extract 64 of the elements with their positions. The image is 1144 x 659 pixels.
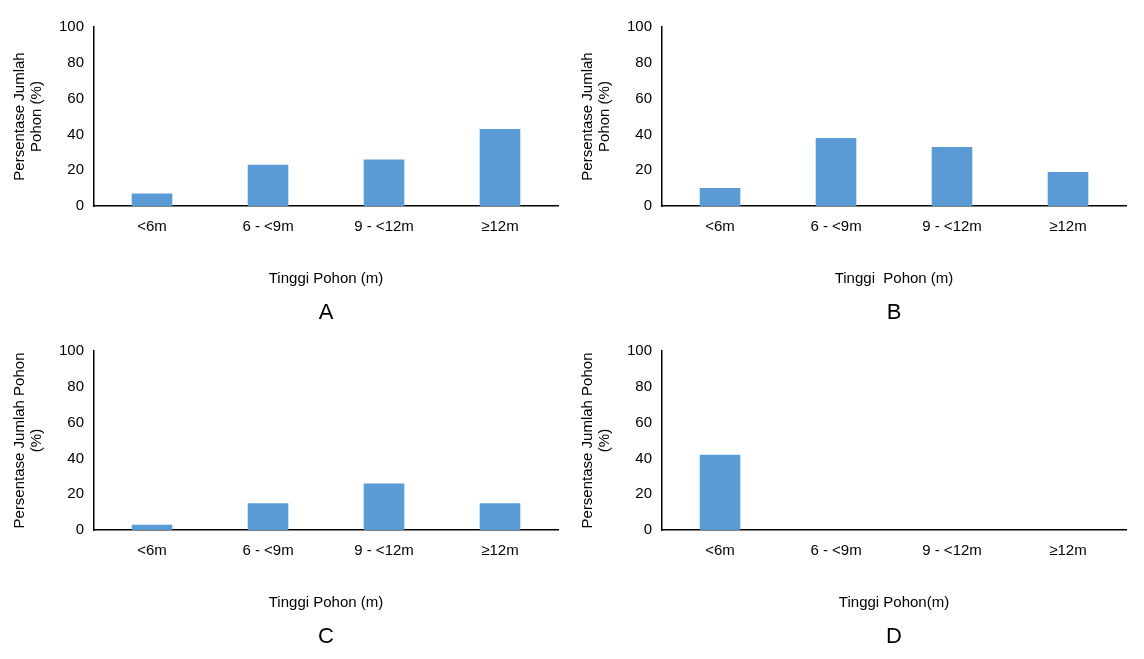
text: C (318, 623, 335, 649)
x-tick-label: <6m (705, 217, 735, 235)
y-tick-label: 40 (67, 124, 85, 142)
y-tick-label: 60 (67, 88, 85, 106)
y-tick-label: 0 (643, 520, 653, 538)
y-tick-label: 20 (67, 160, 85, 178)
x-axis-title: Tinggi Pohon (m) (268, 269, 384, 287)
text: A (318, 299, 334, 325)
text: B (886, 299, 902, 325)
bar (479, 129, 521, 206)
y-tick-label: 80 (635, 52, 653, 70)
y-tick-label: 100 (627, 341, 653, 359)
bar (363, 483, 405, 530)
x-tick-label: ≥12m (481, 217, 519, 235)
x-tick-label: 6 - <9m (242, 217, 294, 235)
x-tick-label: ≥12m (1049, 217, 1087, 235)
bar (931, 146, 973, 206)
y-tick-label: 40 (635, 124, 653, 142)
y-axis-title: Persentase Jumlah Pohon (%) (578, 52, 612, 181)
x-tick-label: 9 - <12m (354, 541, 414, 559)
x-tick-label: 6 - <9m (242, 541, 294, 559)
x-tick-label: <6m (137, 217, 167, 235)
y-tick-label: 60 (635, 88, 653, 106)
x-axis-title: Tinggi Pohon (m) (268, 593, 384, 611)
x-tick-label: 6 - <9m (810, 541, 862, 559)
text: D (886, 623, 902, 649)
bar (247, 503, 289, 530)
bar (131, 524, 173, 530)
x-tick-label: 9 - <12m (922, 541, 982, 559)
bar (363, 159, 405, 206)
y-tick-label: 40 (67, 448, 85, 466)
y-tick-label: 80 (635, 376, 653, 394)
y-axis-title: Persentase Jumlah Pohon (%) (10, 52, 44, 181)
y-tick-label: 20 (635, 484, 653, 502)
y-tick-label: 0 (75, 196, 85, 214)
y-tick-label: 0 (75, 520, 85, 538)
y-axis-title: Persentase Jumlah Pohon (%) (10, 352, 44, 529)
bar (815, 137, 857, 206)
x-tick-label: 6 - <9m (810, 217, 862, 235)
y-tick-label: 80 (67, 52, 85, 70)
y-tick-label: 40 (635, 448, 653, 466)
x-tick-label: <6m (137, 541, 167, 559)
x-tick-label: ≥12m (481, 541, 519, 559)
x-tick-label: ≥12m (1049, 541, 1087, 559)
y-axis-title: Persentase Jumlah Pohon (%) (578, 352, 612, 529)
y-tick-label: 100 (59, 341, 85, 359)
y-tick-label: 100 (627, 17, 653, 35)
y-tick-label: 80 (67, 376, 85, 394)
bar (479, 503, 521, 530)
bar (131, 193, 173, 206)
x-axis-title: Tinggi Pohon (m) (834, 269, 954, 287)
bar (699, 188, 741, 206)
x-axis-title: Tinggi Pohon(m) (838, 593, 950, 611)
y-tick-label: 60 (67, 412, 85, 430)
y-tick-label: 0 (643, 196, 653, 214)
x-tick-label: <6m (705, 541, 735, 559)
y-tick-label: 100 (59, 17, 85, 35)
y-tick-label: 20 (67, 484, 85, 502)
x-tick-label: 9 - <12m (922, 217, 982, 235)
bar (247, 164, 289, 206)
bar (1047, 171, 1089, 206)
y-tick-label: 60 (635, 412, 653, 430)
x-tick-label: 9 - <12m (354, 217, 414, 235)
y-tick-label: 20 (635, 160, 653, 178)
